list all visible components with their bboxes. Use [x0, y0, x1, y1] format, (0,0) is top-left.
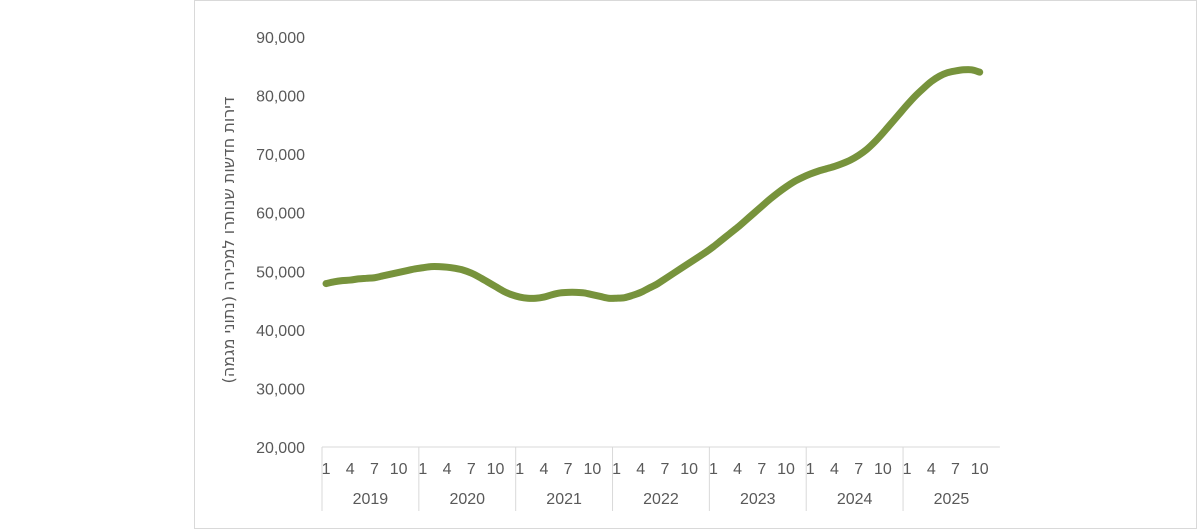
x-tick-year: 2021 [546, 491, 582, 508]
x-tick-month: 10 [583, 461, 601, 478]
x-tick-month: 7 [564, 461, 573, 478]
x-tick-month: 1 [322, 461, 331, 478]
x-tick-month: 10 [777, 461, 795, 478]
chart-frame [194, 0, 1197, 529]
x-tick-month: 4 [830, 461, 839, 478]
x-tick-month: 4 [539, 461, 548, 478]
x-tick-month: 7 [467, 461, 476, 478]
y-tick-label: 80,000 [256, 89, 305, 106]
x-tick-month: 7 [854, 461, 863, 478]
y-tick-label: 30,000 [256, 381, 305, 398]
x-tick-year: 2024 [837, 491, 873, 508]
x-tick-month: 4 [443, 461, 452, 478]
x-tick-month: 1 [418, 461, 427, 478]
x-tick-month: 10 [487, 461, 505, 478]
x-tick-month: 7 [370, 461, 379, 478]
x-tick-month: 10 [971, 461, 989, 478]
x-tick-month: 1 [515, 461, 524, 478]
x-tick-month: 1 [806, 461, 815, 478]
x-tick-month: 7 [661, 461, 670, 478]
y-tick-label: 70,000 [256, 147, 305, 164]
x-tick-month: 4 [636, 461, 645, 478]
x-tick-month: 10 [680, 461, 698, 478]
y-axis-title: דירות חדשות שנותרו למכירה (נתוני מגמה) [219, 96, 238, 383]
x-tick-month: 1 [709, 461, 718, 478]
y-tick-label: 90,000 [256, 30, 305, 47]
y-tick-label: 60,000 [256, 206, 305, 223]
x-tick-month: 7 [757, 461, 766, 478]
x-tick-year: 2019 [353, 491, 389, 508]
x-tick-month: 4 [346, 461, 355, 478]
x-tick-year: 2020 [449, 491, 485, 508]
x-tick-year: 2023 [740, 491, 776, 508]
x-tick-month: 10 [874, 461, 892, 478]
series-line [322, 66, 984, 302]
x-tick-month: 4 [733, 461, 742, 478]
x-tick-month: 10 [390, 461, 408, 478]
y-tick-label: 40,000 [256, 323, 305, 340]
x-tick-month: 1 [903, 461, 912, 478]
x-tick-month: 7 [951, 461, 960, 478]
x-tick-month: 4 [927, 461, 936, 478]
x-tick-year: 2022 [643, 491, 679, 508]
x-tick-month: 1 [612, 461, 621, 478]
x-tick-year: 2025 [934, 491, 970, 508]
y-tick-label: 20,000 [256, 440, 305, 457]
y-tick-label: 50,000 [256, 264, 305, 281]
